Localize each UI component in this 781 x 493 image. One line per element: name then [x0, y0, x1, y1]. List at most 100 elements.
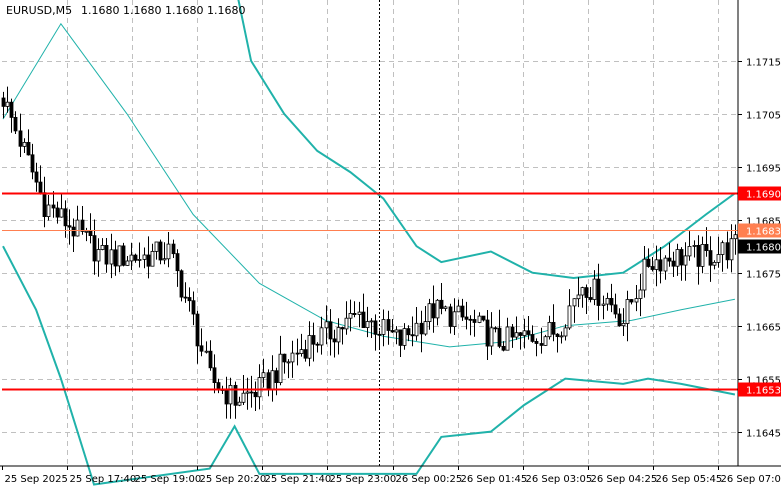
candle-body: [134, 255, 137, 260]
candle-body: [39, 182, 42, 193]
candle-body: [200, 346, 203, 351]
x-tick-label: 25 Sep 21:40: [265, 474, 332, 485]
last-price-label: 1.1680: [746, 243, 781, 254]
level-price-label: 1.1683: [746, 227, 781, 238]
candle-body: [167, 244, 170, 259]
candle-body: [43, 193, 46, 217]
candle-body: [308, 336, 311, 359]
candle-body: [23, 142, 26, 146]
candle-body: [345, 318, 348, 329]
candle-body: [126, 261, 129, 265]
candle-body: [473, 320, 476, 323]
candle-body: [432, 304, 435, 318]
candle-body: [523, 331, 526, 336]
x-tick-label: 25 Sep 23:00: [330, 474, 397, 485]
candle-body: [457, 306, 460, 312]
candle-body: [180, 271, 183, 297]
candle-body: [56, 208, 59, 217]
candle-body: [143, 255, 146, 259]
candle-body: [618, 314, 621, 326]
candle-body: [105, 245, 108, 264]
candle-body: [730, 239, 733, 260]
candle-body: [680, 250, 683, 266]
candle-body: [229, 385, 232, 404]
candle-body: [81, 220, 84, 231]
candle-body: [713, 262, 716, 265]
candle-body: [701, 244, 704, 266]
candle-body: [544, 337, 547, 346]
candle-body: [358, 312, 361, 314]
candle-body: [568, 306, 571, 328]
candle-body: [271, 371, 274, 390]
candle-body: [672, 261, 675, 266]
candle-body: [548, 322, 551, 336]
candle-body: [130, 255, 133, 261]
x-tick-label: 26 Sep 01:45: [461, 474, 528, 485]
candle-body: [312, 336, 315, 345]
candle-body: [602, 304, 605, 305]
candle-body: [362, 312, 365, 328]
x-tick-label: 25 Sep 19:00: [135, 474, 202, 485]
candle-body: [428, 304, 431, 322]
candle-body: [6, 102, 9, 106]
candle-body: [411, 335, 414, 336]
candle-body: [424, 322, 427, 334]
candle-body: [196, 314, 199, 346]
candle-body: [242, 393, 245, 402]
candle-body: [147, 255, 150, 266]
candle-body: [279, 354, 282, 382]
candle-body: [68, 226, 71, 227]
candle-body: [403, 329, 406, 346]
candle-body: [151, 251, 154, 266]
candle-body: [378, 334, 381, 335]
candle-body: [630, 300, 633, 303]
candle-body: [341, 328, 344, 329]
candle-body: [97, 250, 100, 262]
candle-body: [333, 339, 336, 342]
candle-body: [47, 205, 50, 217]
candle-body: [291, 353, 294, 362]
y-tick-label: 1.1695: [746, 164, 781, 175]
candle-body: [325, 322, 328, 328]
candle-body: [564, 328, 567, 336]
x-tick-label: 26 Sep 04:25: [591, 474, 658, 485]
candle-body: [76, 220, 79, 236]
candle-body: [515, 333, 518, 337]
candle-body: [721, 243, 724, 255]
candle-body: [101, 245, 104, 249]
candle-body: [502, 346, 505, 350]
candle-body: [52, 205, 55, 208]
candle-body: [490, 328, 493, 346]
candle-body: [114, 250, 117, 266]
header-symbol: EURUSD,M5: [6, 4, 72, 17]
candle-body: [453, 312, 456, 327]
candle-body: [573, 299, 576, 306]
candle-body: [440, 300, 443, 308]
candle-body: [267, 373, 270, 390]
candle-body: [668, 258, 671, 261]
candle-body: [511, 327, 514, 337]
candle-body: [370, 321, 373, 322]
candle-body: [726, 243, 729, 260]
candle-body: [353, 313, 356, 314]
candle-body: [138, 259, 141, 260]
candle-body: [449, 307, 452, 327]
y-tick-label: 1.1665: [746, 323, 781, 334]
candle-body: [531, 335, 534, 342]
candle-body: [2, 98, 5, 106]
candle-body: [122, 246, 125, 265]
candle-body: [626, 300, 629, 324]
candle-body: [684, 256, 687, 265]
candle-body: [387, 320, 390, 331]
candle-body: [519, 333, 522, 336]
candle-body: [176, 254, 179, 271]
candle-body: [19, 131, 22, 146]
candle-body: [717, 255, 720, 263]
candle-body: [581, 288, 584, 295]
candle-body: [382, 320, 385, 335]
candle-body: [159, 242, 162, 260]
candle-body: [234, 385, 237, 405]
candle-body: [444, 307, 447, 309]
